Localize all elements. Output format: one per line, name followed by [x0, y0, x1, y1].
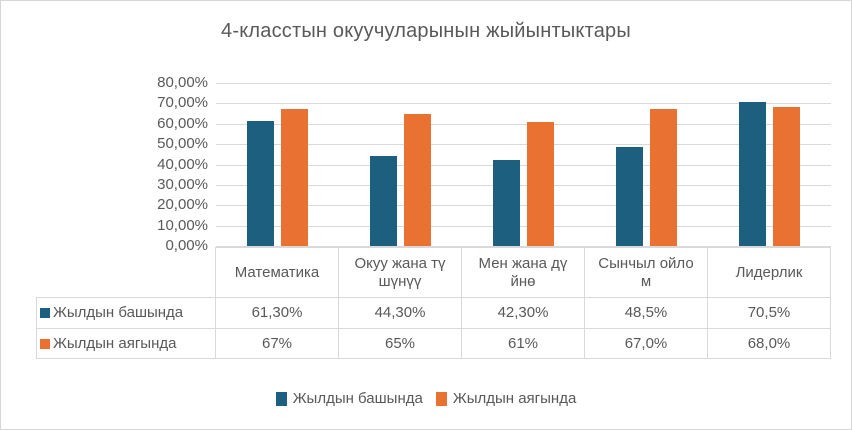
- value-cell: 44,30%: [339, 298, 462, 329]
- gridline: [216, 246, 831, 247]
- y-axis-tick-label: 10,00%: [157, 216, 208, 234]
- legend-item: Жылдын башында: [275, 390, 423, 407]
- table-corner-cell: [36, 247, 216, 298]
- legend: Жылдын башында Жылдын аягында: [1, 390, 851, 407]
- category-header-cell: Лидерлик: [708, 247, 831, 298]
- legend-label: Жылдын башында: [292, 390, 423, 407]
- gridline: [216, 165, 831, 166]
- y-axis-tick-label: 70,00%: [157, 94, 208, 112]
- y-axis-tick-label: 40,00%: [157, 155, 208, 173]
- y-axis-tick-label: 30,00%: [157, 175, 208, 193]
- value-cell: 68,0%: [708, 329, 831, 359]
- legend-swatch: [435, 391, 447, 406]
- gridline: [216, 226, 831, 227]
- chart-title: 4-класстын окуучуларынын жыйынтыктары: [221, 20, 631, 42]
- data-table: Математика Окуу жана тү шүнүү Мен жана дү …: [36, 247, 831, 359]
- value-cell: 65%: [339, 329, 462, 359]
- category-header-cell: Сынчыл ойло м: [585, 247, 708, 298]
- bar-start-4: [739, 102, 766, 246]
- y-axis-tick-label: 0,00%: [165, 237, 208, 254]
- series-label-cell: Жылдын башында: [36, 298, 216, 329]
- gridline: [216, 144, 831, 145]
- series-marker: [40, 308, 50, 318]
- value-cell: 48,5%: [585, 298, 708, 329]
- bar-end-1: [404, 114, 431, 246]
- gridline: [216, 205, 831, 206]
- y-axis-tick-label: 50,00%: [157, 135, 208, 153]
- value-cell: 42,30%: [462, 298, 585, 329]
- gridline: [216, 185, 831, 186]
- gridline: [216, 103, 831, 104]
- value-cell: 67%: [216, 329, 339, 359]
- bar-start-1: [370, 156, 397, 246]
- bar-end-2: [527, 122, 554, 246]
- plot-area: [216, 83, 831, 247]
- bar-start-0: [247, 121, 274, 246]
- value-cell: 67,0%: [585, 329, 708, 359]
- legend-label: Жылдын аягында: [452, 390, 577, 407]
- gridline: [216, 124, 831, 125]
- bar-start-3: [616, 147, 643, 246]
- series-label: Жылдын башында: [53, 304, 184, 321]
- legend-item: Жылдын аягында: [435, 390, 577, 407]
- category-header-cell: Математика: [216, 247, 339, 298]
- y-axis-tick-label: 60,00%: [157, 114, 208, 132]
- category-header-cell: Окуу жана тү шүнүү: [339, 247, 462, 298]
- series-label: Жылдын аягында: [53, 334, 177, 352]
- y-axis: 80,00% 70,00% 60,00% 50,00% 40,00% 30,00% 20,0…: [1, 75, 208, 254]
- bar-start-2: [493, 160, 520, 246]
- bar-end-4: [773, 107, 800, 246]
- value-cell: 61,30%: [216, 298, 339, 329]
- series-label-cell: Жылдын аягында: [36, 329, 216, 359]
- y-axis-tick-label: 20,00%: [157, 196, 208, 214]
- value-cell: 70,5%: [708, 298, 831, 329]
- bar-end-0: [281, 109, 308, 246]
- category-header-cell: Мен жана дү йнө: [462, 247, 585, 298]
- bar-end-3: [650, 109, 677, 246]
- value-cell: 61%: [462, 329, 585, 359]
- legend-swatch: [275, 391, 287, 406]
- gridline: [216, 83, 831, 84]
- series-marker: [40, 338, 50, 349]
- y-axis-tick-label: 80,00%: [157, 74, 208, 91]
